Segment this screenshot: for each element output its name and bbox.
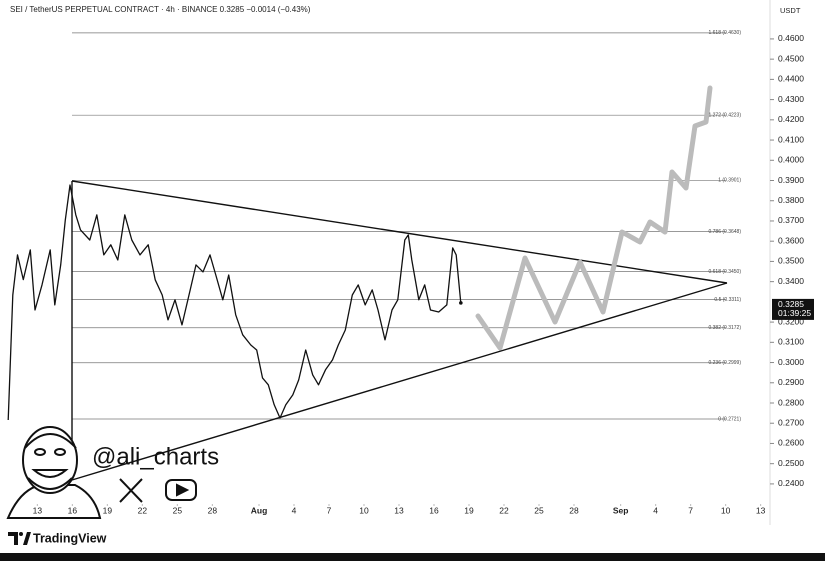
- avatar: [6, 426, 102, 519]
- x-tick-label: 19: [103, 505, 113, 515]
- x-tick-label: 22: [499, 505, 509, 515]
- currency-label: USDT: [780, 6, 801, 15]
- fib-label: 0.618 (0.3450): [708, 269, 741, 275]
- social-icons: [119, 478, 197, 503]
- y-tick-label: 0.2600: [778, 438, 804, 448]
- x-tick-label: 19: [464, 505, 474, 515]
- y-tick-label: 0.3600: [778, 235, 804, 245]
- brand: TradingView: [33, 531, 107, 545]
- x-tick-label: Sep: [613, 505, 629, 515]
- fib-label: 0 (0.2721): [718, 416, 741, 422]
- watermark-handle: @ali_charts: [92, 443, 219, 470]
- countdown: 01:39:25: [778, 308, 811, 318]
- price-line: [7, 184, 462, 421]
- y-tick-label: 0.2900: [778, 377, 804, 387]
- y-tick-label: 0.3000: [778, 357, 804, 367]
- x-tick-label: Aug: [251, 505, 268, 515]
- y-tick-label: 0.3400: [778, 276, 804, 286]
- last-price-label: 0.3285: [778, 299, 804, 309]
- y-tick-label: 0.4100: [778, 134, 804, 144]
- y-tick-label: 0.4200: [778, 114, 804, 124]
- x-tick-label: 25: [534, 505, 544, 515]
- fib-label: 1 (0.3901): [718, 178, 741, 184]
- y-tick-label: 0.3800: [778, 195, 804, 205]
- y-tick-label: 0.4500: [778, 53, 804, 63]
- bottom-bar: [0, 553, 825, 561]
- y-tick-label: 0.4400: [778, 74, 804, 84]
- x-tick-label: 13: [394, 505, 404, 515]
- x-tick-label: 10: [721, 505, 731, 515]
- y-tick-label: 0.3700: [778, 215, 804, 225]
- x-tick-label: 7: [327, 505, 332, 515]
- y-tick-label: 0.2700: [778, 417, 804, 427]
- y-tick-label: 0.2400: [778, 478, 804, 488]
- fib-label: 0.236 (0.2999): [708, 360, 741, 366]
- x-tick-label: 4: [653, 505, 658, 515]
- x-tick-label: 16: [68, 505, 78, 515]
- y-tick-label: 0.3100: [778, 337, 804, 347]
- tradingview-logo: [8, 532, 31, 545]
- projection-path: [475, 85, 713, 351]
- fib-label: 1.272 (0.4223): [708, 113, 741, 119]
- fib-label: 0.5 (0.3311): [714, 297, 741, 303]
- x-tick-label: 22: [138, 505, 148, 515]
- chart-title: SEI / TetherUS PERPETUAL CONTRACT · 4h ·…: [10, 5, 311, 14]
- y-tick-label: 0.3500: [778, 256, 804, 266]
- triangle-pattern: [71, 180, 728, 481]
- y-tick-label: 0.3900: [778, 175, 804, 185]
- y-tick-label: 0.4300: [778, 94, 804, 104]
- upper-trendline: [71, 180, 728, 284]
- x-tick-label: 13: [756, 505, 766, 515]
- x-tick-label: 28: [208, 505, 218, 515]
- x-tick-label: 25: [173, 505, 183, 515]
- y-tick-label: 0.4600: [778, 33, 804, 43]
- y-tick-label: 0.4000: [778, 155, 804, 165]
- x-tick-label: 13: [33, 505, 43, 515]
- x-tick-label: 7: [688, 505, 693, 515]
- x-tick-label: 28: [569, 505, 579, 515]
- x-tick-label: 10: [359, 505, 369, 515]
- last-point: [459, 301, 463, 305]
- y-tick-label: 0.2800: [778, 397, 804, 407]
- lower-trendline: [71, 282, 728, 481]
- last-price-tag: [772, 298, 814, 320]
- fib-label: 0.786 (0.3648): [708, 229, 741, 235]
- y-tick-label: 0.2500: [778, 458, 804, 468]
- fib-label: 0.382 (0.3172): [708, 325, 741, 331]
- x-tick-label: 16: [429, 505, 439, 515]
- x-tick-label: 4: [292, 505, 297, 515]
- fib-label: 1.618 (0.4630): [708, 30, 741, 36]
- y-tick-label: 0.3200: [778, 316, 804, 326]
